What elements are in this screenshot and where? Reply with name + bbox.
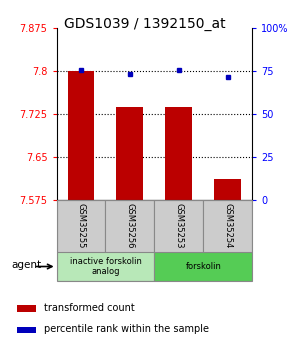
Text: GSM35255: GSM35255 <box>77 203 86 249</box>
Bar <box>165 107 192 200</box>
Bar <box>117 107 144 200</box>
Text: GSM35253: GSM35253 <box>174 203 183 249</box>
Bar <box>154 252 252 281</box>
Bar <box>17 305 36 312</box>
Text: GSM35256: GSM35256 <box>126 203 135 249</box>
Bar <box>106 200 154 252</box>
Bar <box>57 200 106 252</box>
Bar <box>154 200 203 252</box>
Text: GSM35254: GSM35254 <box>223 203 232 249</box>
Bar <box>57 252 154 281</box>
Bar <box>68 71 95 200</box>
Text: inactive forskolin
analog: inactive forskolin analog <box>70 257 142 276</box>
Bar <box>17 327 36 333</box>
Text: percentile rank within the sample: percentile rank within the sample <box>44 324 209 334</box>
Text: GDS1039 / 1392150_at: GDS1039 / 1392150_at <box>64 17 226 31</box>
Text: agent: agent <box>12 260 42 270</box>
Text: forskolin: forskolin <box>185 262 221 271</box>
Bar <box>203 200 252 252</box>
Text: transformed count: transformed count <box>44 303 134 313</box>
Bar <box>214 179 241 200</box>
